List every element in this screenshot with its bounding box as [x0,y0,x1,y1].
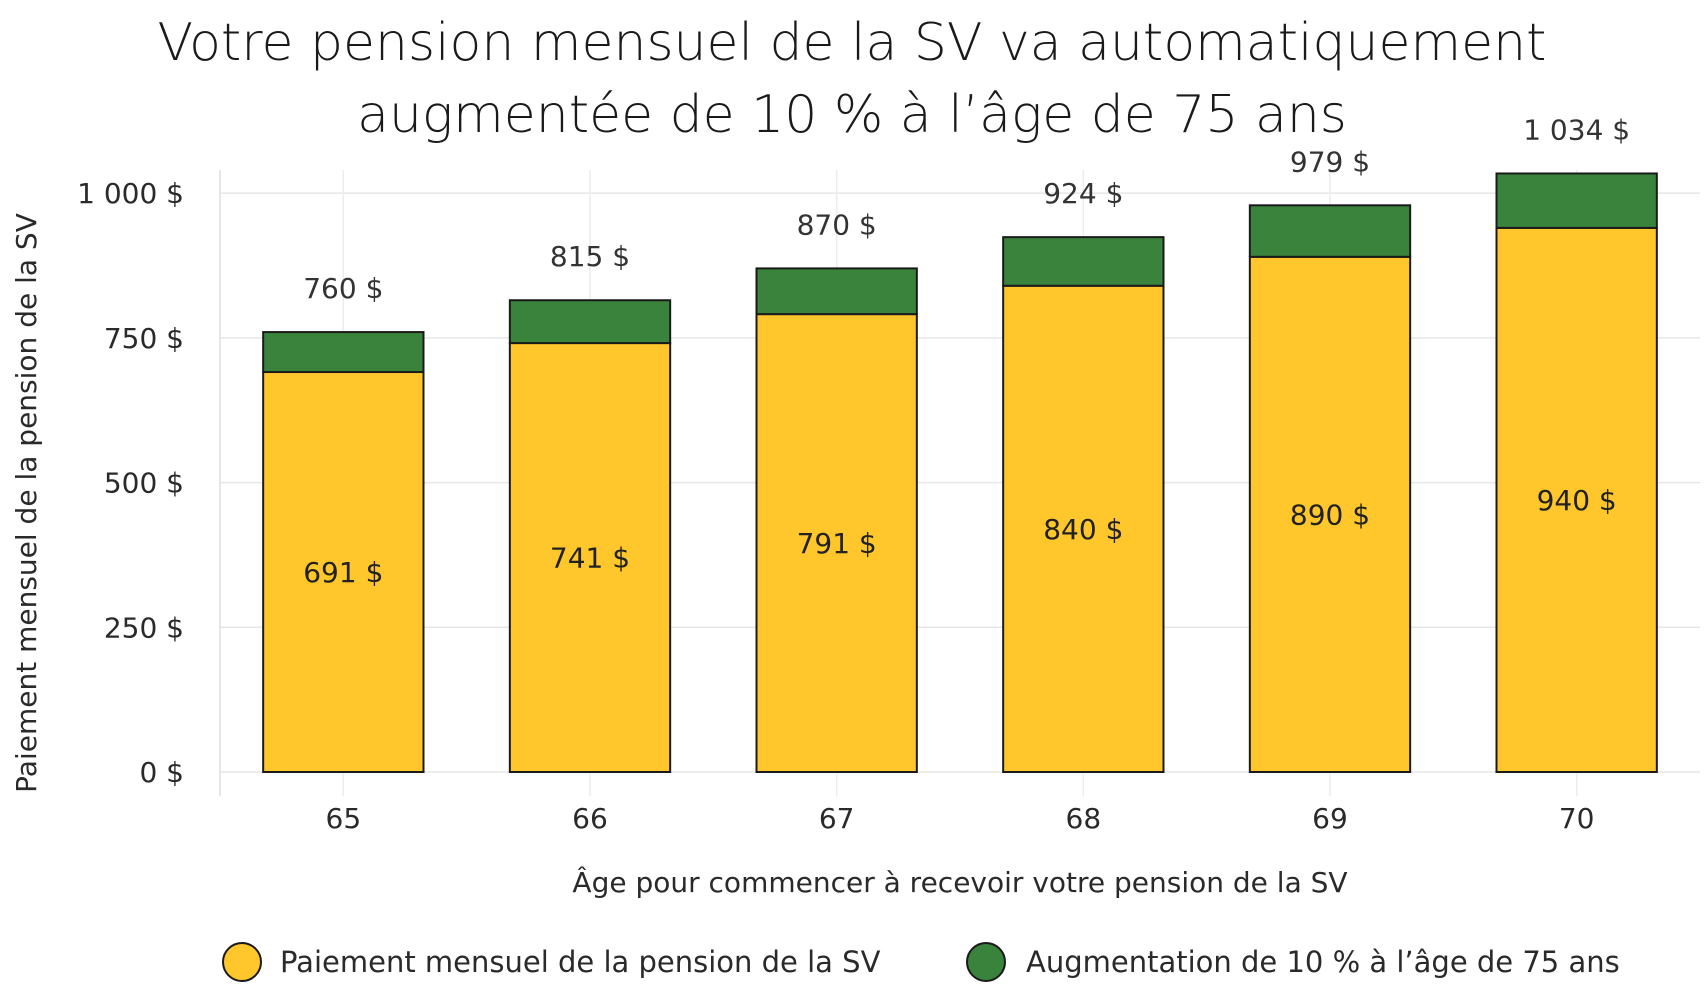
x-tick-label: 70 [1559,802,1595,835]
x-tick-label: 68 [1066,802,1102,835]
legend-swatch-increase [966,942,1006,982]
x-tick-label: 69 [1312,802,1348,835]
bar-segment-pension [1495,226,1658,773]
legend-swatch-pension [222,942,262,982]
y-tick-label: 250 $ [104,611,184,644]
x-axis-label: Âge pour commencer à recevoir votre pens… [572,865,1347,899]
y-tick-label: 1 000 $ [77,177,184,210]
y-tick-label: 750 $ [104,322,184,355]
bar-total-label: 924 $ [1043,177,1123,210]
bar-segment-pension [262,371,425,773]
bar-segment-increase [1248,204,1412,258]
bar-value-label: 890 $ [1290,498,1370,531]
bar-segment-increase [1002,236,1165,287]
bar-segment-increase [262,331,425,374]
bar-total-label: 979 $ [1290,145,1370,178]
legend-label-increase: Augmentation de 10 % à l’âge de 75 ans [1026,945,1620,979]
bar-value-label: 791 $ [797,527,877,560]
data-labels: 691 $ 760 $ 741 $ 815 $ 791 $ 870 $ 840 $ 924 $… [303,113,1630,589]
grid-lines [219,170,1700,796]
bar-segment-pension [1248,255,1412,774]
y-tick-label: 0 $ [139,756,184,789]
x-tick-label: 65 [326,802,362,835]
bar-total-label: 815 $ [550,240,630,273]
bars [262,172,1658,774]
chart-title-line-2: augmentée de 10 % à l’âge de 75 ans [357,85,1347,145]
bar-total-label: 870 $ [797,208,877,241]
y-tick-labels: 0 $ 250 $ 500 $ 750 $ 1 000 $ [77,177,184,789]
y-tick-label: 500 $ [104,467,184,500]
bar-value-label: 840 $ [1043,513,1123,546]
bar-total-label: 760 $ [303,272,383,305]
x-tick-label: 66 [572,802,608,835]
bar-segment-increase [1495,172,1658,229]
bar-segment-increase [755,267,918,316]
bar-segment-increase [508,299,672,345]
chart-title-line-1: Votre pension mensuel de la SV va automa… [158,13,1547,73]
bar-segment-pension [508,342,672,773]
legend-label-pension: Paiement mensuel de la pension de la SV [280,945,881,979]
legend: Paiement mensuel de la pension de la SV … [222,942,1620,982]
y-axis-label: Paiement mensuel de la pension de la SV [10,213,43,793]
bar-total-label: 1 034 $ [1523,113,1630,146]
bar-value-label: 691 $ [303,556,383,589]
x-tick-label: 67 [819,802,855,835]
bar-value-label: 940 $ [1537,484,1617,517]
bar-value-label: 741 $ [550,542,630,575]
x-tick-labels: 65 66 67 68 69 70 [326,802,1595,835]
